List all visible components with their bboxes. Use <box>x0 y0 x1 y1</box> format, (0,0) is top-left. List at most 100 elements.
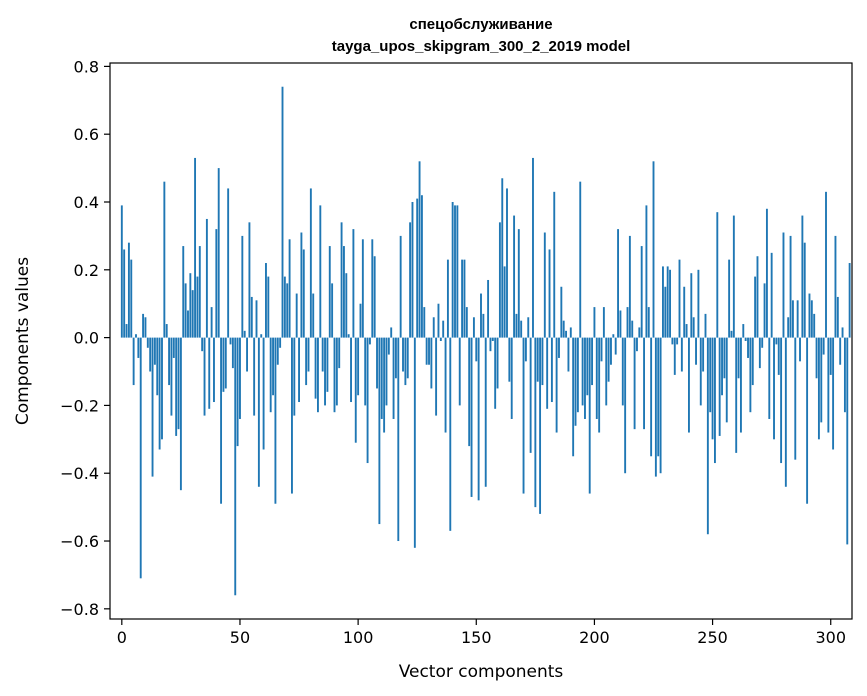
x-tick-label: 100 <box>343 628 374 647</box>
bar-304 <box>839 337 842 365</box>
bar-305 <box>841 327 844 338</box>
bar-136 <box>442 320 445 338</box>
bar-175 <box>534 337 537 508</box>
bar-294 <box>815 337 818 379</box>
bar-115 <box>392 337 395 419</box>
bar-72 <box>291 337 293 494</box>
bar-100 <box>357 337 360 396</box>
bar-32 <box>196 276 199 338</box>
bar-35 <box>203 337 206 416</box>
bar-268 <box>754 276 757 338</box>
bar-13 <box>151 337 154 477</box>
bar-56 <box>253 337 256 416</box>
bar-284 <box>791 300 794 338</box>
bar-208 <box>612 334 615 338</box>
bar-229 <box>662 266 664 338</box>
bar-250 <box>711 337 714 440</box>
bar-205 <box>605 337 608 406</box>
bar-209 <box>614 337 617 355</box>
bar-113 <box>387 337 390 355</box>
bar-104 <box>366 337 369 464</box>
bar-269 <box>756 256 759 338</box>
bar-42 <box>220 337 223 504</box>
bar-189 <box>567 337 570 372</box>
chart-title-line-2: tayga_upos_skipgram_300_2_2019 model <box>332 38 631 55</box>
bar-3 <box>127 242 130 338</box>
bar-221 <box>643 337 645 430</box>
bar-149 <box>472 317 475 338</box>
bar-109 <box>378 337 381 525</box>
bar-19 <box>165 324 168 338</box>
bar-174 <box>532 157 534 338</box>
bar-159 <box>496 337 499 389</box>
bar-173 <box>529 337 532 453</box>
bar-164 <box>508 337 511 382</box>
bar-267 <box>751 337 754 386</box>
bar-283 <box>789 235 792 338</box>
bar-298 <box>825 191 827 338</box>
bar-71 <box>288 239 291 338</box>
bar-258 <box>730 330 733 338</box>
bar-237 <box>680 337 683 372</box>
bar-276 <box>773 337 775 440</box>
bar-70 <box>286 283 289 338</box>
bar-277 <box>775 337 778 345</box>
bar-93 <box>340 222 343 338</box>
bar-74 <box>295 293 298 338</box>
bar-51 <box>241 235 244 338</box>
bar-216 <box>631 320 634 338</box>
bar-102 <box>361 239 364 338</box>
bar-128 <box>423 307 426 338</box>
bar-255 <box>723 337 726 379</box>
bar-88 <box>328 246 331 338</box>
bar-217 <box>633 337 636 430</box>
bar-138 <box>446 259 449 338</box>
bar-301 <box>832 337 835 450</box>
bar-129 <box>425 337 428 365</box>
bar-91 <box>335 337 338 406</box>
bar-67 <box>279 337 282 348</box>
bar-214 <box>626 307 629 338</box>
bar-87 <box>326 337 329 392</box>
bar-227 <box>657 337 660 457</box>
bar-131 <box>430 337 433 389</box>
bar-103 <box>364 337 367 406</box>
bar-262 <box>739 337 742 433</box>
bar-147 <box>468 337 471 447</box>
bar-200 <box>593 307 596 338</box>
bar-293 <box>813 313 816 338</box>
bar-90 <box>333 337 336 413</box>
bar-117 <box>397 337 400 542</box>
bar-220 <box>640 246 643 338</box>
bar-193 <box>576 337 579 413</box>
bar-132 <box>432 317 435 338</box>
bar-194 <box>579 181 582 338</box>
bar-54 <box>248 222 251 338</box>
bar-111 <box>383 337 386 433</box>
y-tick-label: 0.2 <box>74 261 99 280</box>
bar-148 <box>470 337 473 497</box>
bar-289 <box>803 242 806 338</box>
y-tick-label: −0.8 <box>60 600 99 619</box>
chart-title-line-1: спецобслуживание <box>409 16 552 33</box>
bar-165 <box>510 337 513 419</box>
bar-254 <box>721 337 723 396</box>
bar-126 <box>418 161 421 338</box>
bar-125 <box>416 198 419 338</box>
bar-178 <box>541 337 544 386</box>
y-tick-label: 0.0 <box>74 329 99 348</box>
bar-181 <box>548 249 551 338</box>
bar-291 <box>808 293 811 338</box>
bar-286 <box>796 300 799 338</box>
bar-212 <box>621 337 624 406</box>
bar-44 <box>224 337 227 389</box>
bar-62 <box>267 276 270 338</box>
bar-241 <box>690 273 693 338</box>
bar-240 <box>688 337 690 433</box>
bar-76 <box>300 232 303 338</box>
y-tick-label: −0.4 <box>60 464 99 483</box>
bar-144 <box>461 259 464 338</box>
bar-308 <box>848 263 851 338</box>
bar-98 <box>352 229 355 338</box>
bar-20 <box>168 337 171 386</box>
